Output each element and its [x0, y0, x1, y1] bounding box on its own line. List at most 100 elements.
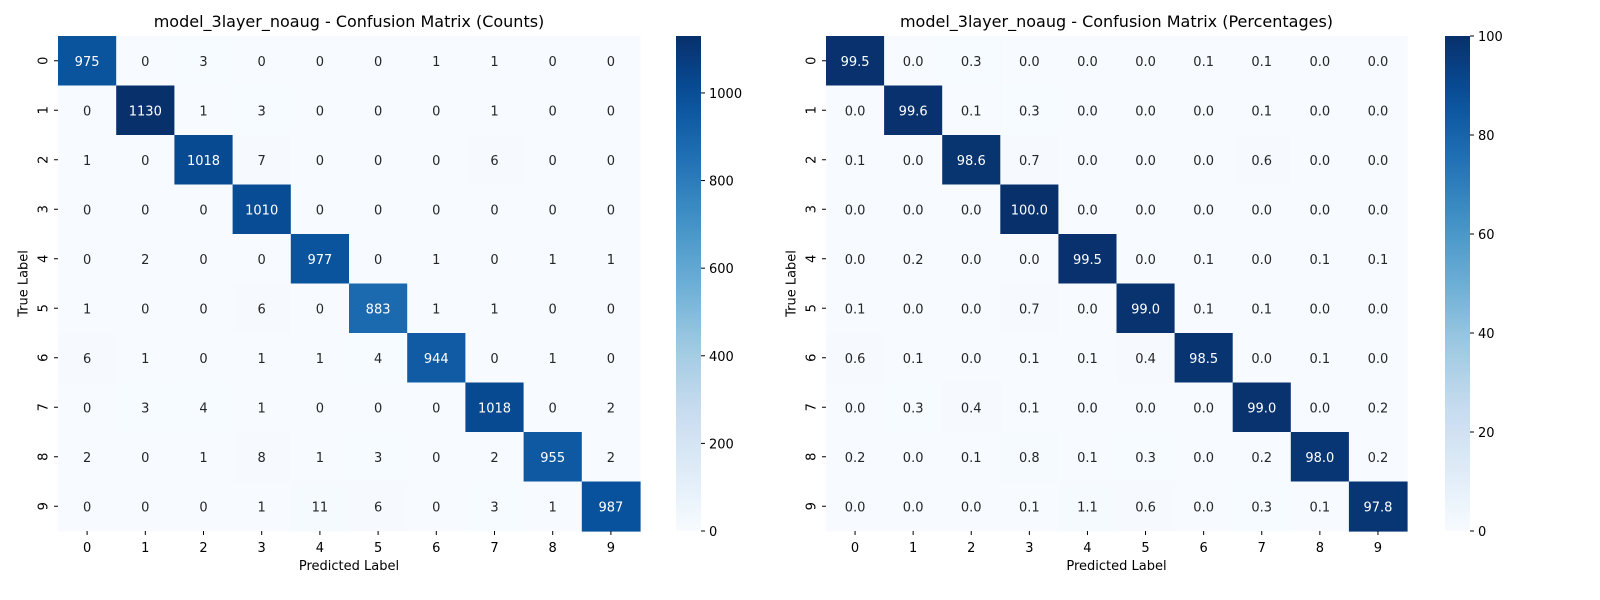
cell-label-3-9: 0.0 [1368, 203, 1389, 218]
cell-7-2 [942, 382, 1001, 433]
cell-label-0-0: 99.5 [841, 55, 870, 70]
cell-8-2 [942, 432, 1001, 483]
cell-1-6 [1174, 85, 1234, 136]
cell-label-4-6: 1 [432, 253, 440, 268]
cell-9-3 [232, 481, 292, 532]
cell-label-9-5: 0.6 [1135, 500, 1156, 515]
cell-label-5-3: 0.7 [1019, 302, 1040, 317]
cell-4-6 [1174, 234, 1234, 285]
y-tick-label-9: 9 [805, 502, 820, 510]
cell-9-2 [942, 481, 1001, 532]
cell-label-8-5: 0.3 [1135, 451, 1156, 466]
cell-0-3 [232, 36, 292, 87]
cell-label-1-7: 0.1 [1251, 104, 1272, 119]
cell-label-8-4: 0.1 [1077, 451, 1098, 466]
y-tick-label-5: 5 [37, 304, 52, 312]
cell-label-0-6: 0.1 [1193, 55, 1214, 70]
cell-6-7 [1232, 333, 1292, 384]
cell-3-3 [1000, 184, 1059, 235]
cell-label-7-1: 3 [141, 401, 149, 416]
cell-9-9 [581, 481, 641, 532]
cell-4-7 [1232, 234, 1292, 285]
cell-label-5-6: 0.1 [1193, 302, 1214, 317]
cell-label-1-2: 1 [199, 104, 207, 119]
cell-label-8-2: 0.1 [961, 451, 982, 466]
cell-label-0-8: 0 [549, 55, 557, 70]
cell-label-6-7: 0.0 [1251, 352, 1272, 367]
colorbar-gradient [676, 36, 701, 531]
cell-label-5-3: 6 [258, 302, 266, 317]
cell-5-3 [1000, 283, 1059, 334]
cell-5-4 [290, 283, 350, 334]
colorbar-tick-label-0: 0 [709, 525, 717, 540]
cell-label-5-4: 0 [316, 302, 324, 317]
cell-7-4 [1058, 382, 1118, 433]
cell-label-0-6: 1 [432, 55, 440, 70]
cell-label-3-4: 0.0 [1077, 203, 1098, 218]
cell-label-2-5: 0 [374, 154, 382, 169]
cell-6-4 [1058, 333, 1118, 384]
cell-label-4-8: 1 [549, 253, 557, 268]
cell-label-2-6: 0.0 [1193, 154, 1214, 169]
cell-6-7 [465, 333, 525, 384]
cell-4-4 [290, 234, 350, 285]
cell-label-8-8: 98.0 [1305, 451, 1334, 466]
cell-5-8 [1290, 283, 1350, 334]
cell-label-2-6: 0 [432, 154, 440, 169]
x-tick-label-3: 3 [258, 541, 266, 556]
cell-label-8-3: 0.8 [1019, 451, 1040, 466]
cell-8-8 [523, 432, 583, 483]
cell-label-6-7: 0 [490, 352, 498, 367]
cell-label-4-3: 0 [258, 253, 266, 268]
cell-label-8-9: 2 [607, 451, 615, 466]
cell-label-1-0: 0.0 [845, 104, 866, 119]
cell-label-4-0: 0.0 [845, 253, 866, 268]
cell-label-6-2: 0 [199, 352, 207, 367]
cell-label-4-5: 0.0 [1135, 253, 1156, 268]
x-tick-label-7: 7 [1258, 541, 1266, 556]
cell-label-7-2: 0.4 [961, 401, 982, 416]
cell-label-2-4: 0 [316, 154, 324, 169]
cell-label-9-3: 1 [258, 500, 266, 515]
cell-label-1-2: 0.1 [961, 104, 982, 119]
cell-label-4-5: 0 [374, 253, 382, 268]
cell-6-2 [174, 333, 234, 384]
cell-9-9 [1348, 481, 1408, 532]
x-tick-label-8: 8 [549, 541, 557, 556]
cell-label-4-7: 0.0 [1251, 253, 1272, 268]
cell-5-2 [174, 283, 234, 334]
cell-label-7-7: 99.0 [1247, 401, 1276, 416]
cell-8-3 [232, 432, 292, 483]
cell-label-5-7: 0.1 [1251, 302, 1272, 317]
cell-label-5-8: 0.0 [1310, 302, 1331, 317]
cell-label-0-9: 0 [607, 55, 615, 70]
cell-label-1-1: 99.6 [899, 104, 928, 119]
y-tick-label-3: 3 [805, 205, 820, 213]
cell-label-2-0: 0.1 [845, 154, 866, 169]
cell-label-3-2: 0.0 [961, 203, 982, 218]
cell-label-7-0: 0.0 [845, 401, 866, 416]
cell-6-0 [58, 333, 117, 384]
cell-label-4-2: 0 [199, 253, 207, 268]
cell-9-8 [1290, 481, 1350, 532]
cell-label-2-7: 0.6 [1251, 154, 1272, 169]
cell-label-0-2: 3 [199, 55, 207, 70]
x-tick-label-2: 2 [199, 541, 207, 556]
cell-0-9 [581, 36, 641, 87]
x-tick-label-9: 9 [607, 541, 615, 556]
cell-5-0 [826, 283, 885, 334]
cell-7-3 [232, 382, 292, 433]
cell-label-1-4: 0.0 [1077, 104, 1098, 119]
cell-label-7-9: 2 [607, 401, 615, 416]
cell-label-2-8: 0 [549, 154, 557, 169]
colorbar: 0 20 40 60 80 100 [1445, 30, 1503, 540]
y-tick-label-1: 1 [37, 106, 52, 114]
cell-label-9-0: 0.0 [845, 500, 866, 515]
cell-4-1 [884, 234, 943, 285]
cell-label-3-5: 0.0 [1135, 203, 1156, 218]
cell-label-3-8: 0 [549, 203, 557, 218]
cell-label-5-2: 0 [199, 302, 207, 317]
cell-label-3-2: 0 [199, 203, 207, 218]
cell-7-8 [523, 382, 583, 433]
cell-1-1 [116, 85, 175, 136]
